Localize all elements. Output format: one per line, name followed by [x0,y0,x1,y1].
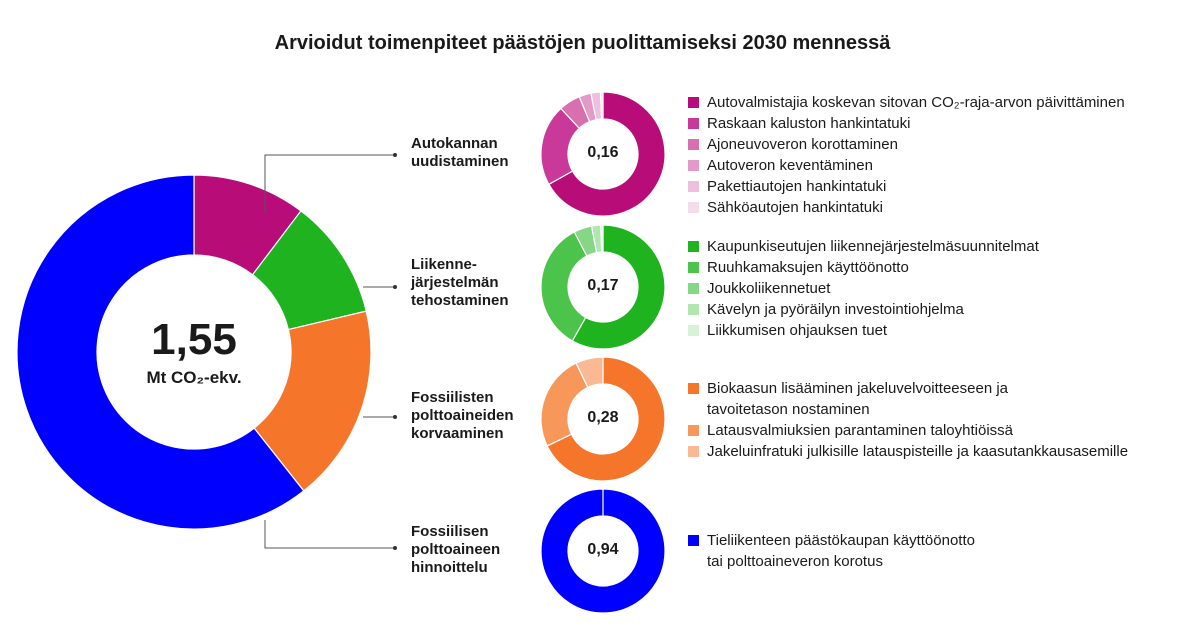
legend-label-line: Tieliikenteen päästökaupan käyttöönotto [707,532,975,549]
legend-label-line: tavoitetason nostaminen [707,401,870,418]
legend-label: Kaupunkiseutujen liikennejärjestelmäsuun… [707,238,1039,255]
group-label: Fossiilisten polttoaineiden korvaaminen [411,389,531,443]
sub-donut-slice [571,224,666,350]
legend: Kaupunkiseutujen liikennejärjestelmäsuun… [688,236,1039,341]
sub-donut-slice [546,356,666,482]
legend: Biokaasun lisääminen jakeluvelvoitteesee… [688,378,1128,462]
legend-item: Biokaasun lisääminen jakeluvelvoitteesee… [688,378,1128,420]
legend-label: Jakeluinfratuki julkisille latauspisteil… [707,443,1129,460]
legend: Tieliikenteen päästökaupan käyttöönotto t… [688,530,975,572]
chart-title: Arvioidut toimenpiteet päästöjen puolitt… [274,32,891,54]
legend-item: Joukkoliikennetuet [688,278,1039,299]
group-label-line: polttoaineiden [411,407,514,424]
main-donut-slice [253,310,372,492]
group-label-line: tehostaminen [411,292,509,309]
legend-label: Ruuhkamaksujen käyttöönotto [707,259,909,276]
legend-item: Raskaan kaluston hankintatuki [688,113,1125,134]
group-label-line: korvaaminen [411,425,504,442]
sub-total-value: 0,94 [587,541,619,558]
connector-dot [393,285,397,289]
group-label-line: Fossiilisen [411,523,489,540]
group-label-line: järjestelmän [411,274,499,291]
legend-swatch [688,118,699,129]
total-value: 1,55 [151,315,237,364]
legend-swatch [688,446,699,457]
legend-label: Latausvalmiuksien parantaminen taloyhtiö… [707,422,1014,439]
legend-label: Kävelyn ja pyöräilyn investointiohjelma [707,301,964,318]
legend-swatch [688,383,699,394]
total-unit: Mt CO₂-ekv. [146,368,242,387]
legend-label-line: Biokaasun lisääminen jakeluvelvoitteesee… [707,380,1009,397]
sub-total-value: 0,17 [587,277,619,294]
legend-item: Autoveron keventäminen [688,155,1125,176]
legend-swatch [688,535,699,546]
sub-total-value: 0,16 [587,144,619,161]
legend-swatch [688,304,699,315]
legend: Autovalmistajia koskevan sitovan CO₂-raj… [688,92,1125,218]
legend-swatch [688,202,699,213]
group-label-line: polttoaineen [411,541,501,558]
connector-dot [393,153,397,157]
group-label-line: Fossiilisten [411,389,494,406]
legend-item: Latausvalmiuksien parantaminen taloyhtiö… [688,420,1128,441]
connector-dot [393,415,397,419]
connector-line [264,520,395,549]
legend-swatch [688,262,699,273]
legend-item: Kävelyn ja pyöräilyn investointiohjelma [688,299,1039,320]
legend-label: Joukkoliikennetuet [707,280,831,297]
legend-label: Tieliikenteen päästökaupan käyttöönotto t… [707,530,975,572]
sub-donut-slice [540,488,666,614]
connector-dot [393,546,397,550]
group-label-line: Autokannan [411,135,498,152]
sub-donut-slice [575,356,604,389]
legend-item: Pakettiautojen hankintatuki [688,176,1125,197]
legend-label: Biokaasun lisääminen jakeluvelvoitteesee… [707,378,1008,420]
legend-item: Tieliikenteen päästökaupan käyttöönotto t… [688,530,975,572]
group-label: Autokannan uudistaminen [411,135,531,171]
legend-swatch [688,425,699,436]
legend-item: Ajoneuvoveron korottaminen [688,134,1125,155]
legend-swatch [688,97,699,108]
legend-swatch [688,241,699,252]
legend-label-line: tai polttoaineveron korotus [707,553,883,570]
legend-label: Ajoneuvoveron korottaminen [707,136,898,153]
sub-donut-slice [540,231,588,342]
legend-item: Sähköautojen hankintatuki [688,197,1125,218]
group-label-line: hinnoittelu [411,559,488,576]
main-donut-slice [16,174,305,530]
sub-donut-slice [600,224,604,253]
legend-swatch [688,160,699,171]
group-label: Liikenne-järjestelmän tehostaminen [411,256,531,310]
legend-swatch [688,283,699,294]
legend-label: Raskaan kaluston hankintatuki [707,115,911,132]
legend-label: Liikkumisen ohjauksen tuet [707,322,888,339]
sub-donut-slice [548,91,666,217]
legend-swatch [688,325,699,336]
legend-item: Liikkumisen ohjauksen tuet [688,320,1039,341]
group-label: Fossiilisen polttoaineen hinnoittelu [411,523,531,577]
group-label-line: Liikenne- [411,256,477,273]
sub-total-value: 0,28 [587,409,619,426]
legend-item: Jakeluinfratuki julkisille latauspisteil… [688,441,1128,462]
legend-label: Autovalmistajia koskevan sitovan CO₂-raj… [707,94,1125,111]
legend-item: Autovalmistajia koskevan sitovan CO₂-raj… [688,92,1125,113]
legend-swatch [688,139,699,150]
legend-label: Pakettiautojen hankintatuki [707,178,887,195]
legend-swatch [688,181,699,192]
sub-donut-slice [599,91,604,120]
sub-donut-slice [540,362,589,447]
legend-label: Sähköautojen hankintatuki [707,199,883,216]
legend-item: Kaupunkiseutujen liikennejärjestelmäsuun… [688,236,1039,257]
connector-line [264,154,395,213]
legend-label: Autoveron keventäminen [707,157,873,174]
legend-item: Ruuhkamaksujen käyttöönotto [688,257,1039,278]
group-label-line: uudistaminen [411,153,509,170]
